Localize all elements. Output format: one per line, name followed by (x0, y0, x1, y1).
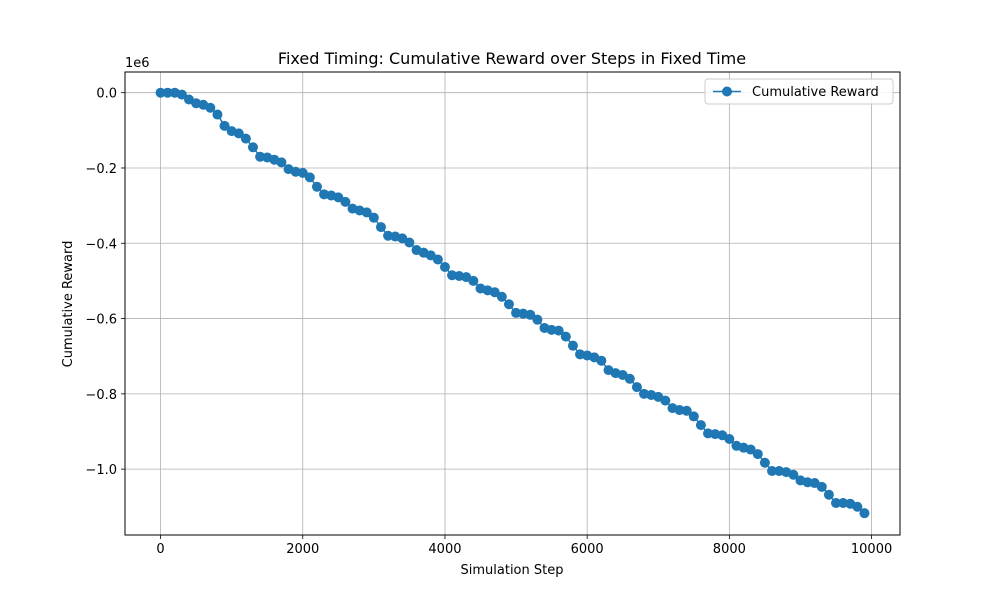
legend: Cumulative Reward (705, 79, 893, 104)
data-point (497, 292, 507, 302)
data-point (561, 332, 571, 342)
data-point (241, 134, 251, 144)
x-tick-label: 2000 (286, 542, 319, 557)
y-axis-label: Cumulative Reward (61, 241, 76, 368)
data-point (568, 341, 578, 351)
legend-label: Cumulative Reward (752, 85, 879, 100)
data-point (248, 142, 258, 152)
data-point (859, 508, 869, 518)
y-tick-label: 0.0 (96, 87, 117, 102)
data-point (369, 213, 379, 223)
y-tick-label: −0.2 (85, 162, 117, 177)
x-tick-label: 0 (156, 542, 164, 557)
data-point (376, 222, 386, 232)
y-tick-label: −0.4 (85, 237, 117, 252)
x-tick-label: 8000 (713, 542, 746, 557)
x-tick-label: 6000 (571, 542, 604, 557)
data-point (596, 356, 606, 366)
data-point (440, 262, 450, 272)
data-point (817, 482, 827, 492)
data-point (312, 182, 322, 192)
y-axis-scale-label: 1e6 (125, 56, 150, 71)
data-point (696, 420, 706, 430)
legend-marker-swatch (722, 87, 732, 97)
data-point (504, 299, 514, 309)
data-point (760, 458, 770, 468)
data-point (404, 238, 414, 248)
data-point (433, 254, 443, 264)
data-point (305, 172, 315, 182)
data-point (468, 276, 478, 286)
y-tick-label: −0.8 (85, 388, 117, 403)
data-point (660, 396, 670, 406)
x-tick-label: 10000 (851, 542, 892, 557)
y-tick-label: −0.6 (85, 313, 117, 328)
x-tick-label: 4000 (428, 542, 461, 557)
x-axis-label: Simulation Step (461, 563, 564, 578)
data-point (753, 449, 763, 459)
data-point (532, 315, 542, 325)
chart-title: Fixed Timing: Cumulative Reward over Ste… (278, 49, 746, 68)
data-point (824, 490, 834, 500)
y-tick-label: −1.0 (85, 463, 117, 478)
data-point (625, 374, 635, 384)
data-point (689, 411, 699, 421)
data-point (212, 110, 222, 120)
